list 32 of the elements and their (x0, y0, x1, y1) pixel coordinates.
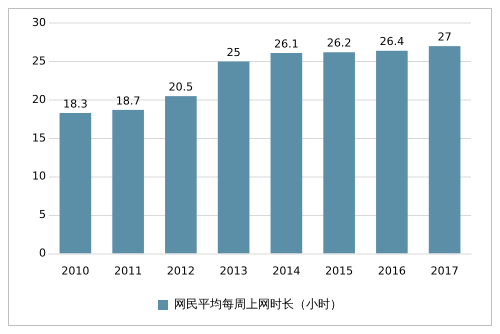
data-label: 18.3 (63, 97, 88, 110)
data-label: 20.5 (168, 80, 194, 94)
data-label: 26.4 (380, 35, 404, 48)
x-tick-label: 2013 (220, 264, 248, 278)
x-tick-label: 2010 (61, 264, 90, 278)
bar (270, 53, 302, 254)
bar (428, 46, 460, 254)
data-label: 26.1 (274, 37, 299, 50)
data-label: 25 (226, 46, 241, 59)
legend-label: 网民平均每周上网时长（小时） (174, 297, 342, 312)
x-tick-label: 2012 (166, 264, 195, 278)
data-label: 27 (438, 30, 452, 44)
x-tick-label: 2015 (325, 264, 354, 278)
y-tick-label: 25 (32, 54, 46, 68)
bar (218, 61, 250, 254)
x-tick-label: 2017 (430, 264, 459, 278)
bar (60, 113, 92, 254)
data-label: 18.7 (116, 94, 140, 108)
bar (112, 110, 144, 254)
y-tick-label: 0 (38, 246, 46, 260)
y-tick-label: 5 (38, 208, 46, 222)
bar (376, 50, 408, 254)
y-tick-label: 20 (32, 92, 46, 106)
bar (165, 96, 197, 254)
bar (323, 52, 355, 254)
x-tick-label: 2014 (272, 264, 300, 278)
y-tick-label: 15 (32, 131, 46, 144)
y-tick-label: 30 (32, 16, 46, 29)
y-tick-label: 10 (32, 170, 46, 183)
data-label: 26.2 (326, 36, 352, 50)
x-tick-label: 2016 (378, 264, 406, 278)
x-tick-label: 2011 (114, 264, 142, 278)
